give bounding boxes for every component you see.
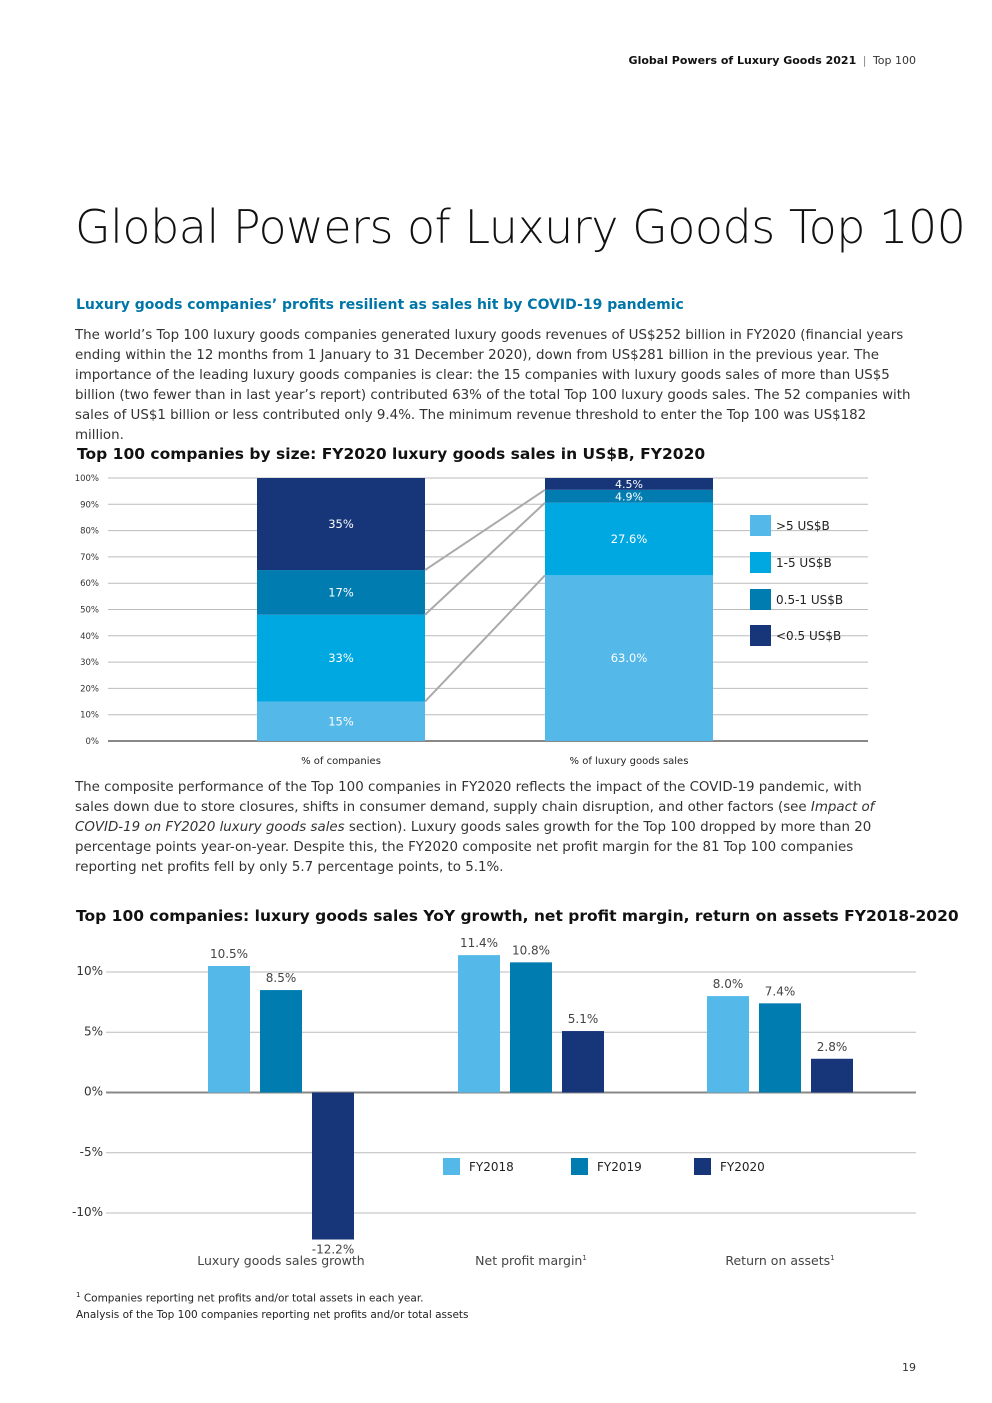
bar-segment — [257, 614, 425, 702]
x-category-label: % of luxury goods sales — [570, 756, 689, 767]
intro-paragraph: The world’s Top 100 luxury goods compani… — [75, 328, 911, 443]
data-label: 10.8% — [512, 943, 550, 957]
legend-swatch — [750, 625, 771, 646]
bar — [260, 990, 302, 1093]
y-tick-label: 30% — [80, 658, 99, 668]
y-tick-label: 70% — [80, 553, 99, 563]
paragraph2-part1: The composite performance of the Top 100… — [75, 780, 862, 815]
bar-segment — [257, 701, 425, 741]
data-label: 8.5% — [266, 971, 297, 985]
y-tick-label: -5% — [80, 1145, 103, 1159]
data-label: 8.0% — [713, 977, 744, 991]
data-label: -12.2% — [312, 1243, 354, 1257]
y-tick-label: 10% — [76, 964, 103, 978]
legend-swatch — [694, 1158, 711, 1175]
legend-label: FY2020 — [720, 1160, 765, 1174]
legend-label: FY2019 — [597, 1160, 642, 1174]
bar — [811, 1058, 853, 1093]
data-label: 17% — [328, 585, 354, 599]
bar — [458, 955, 500, 1093]
data-label: 35% — [328, 517, 354, 531]
bar — [312, 1092, 354, 1240]
bar-segment — [545, 478, 713, 490]
y-tick-label: 0% — [86, 737, 100, 747]
y-tick-label: 100% — [75, 474, 99, 484]
y-tick-label: 80% — [80, 527, 99, 537]
y-tick-label: -10% — [72, 1205, 103, 1219]
data-label: 7.4% — [765, 984, 796, 998]
superscript-marker: 1 — [830, 1254, 834, 1262]
legend-swatch — [571, 1158, 588, 1175]
x-category-label: Luxury goods sales growth — [197, 1253, 364, 1268]
legend-label: <0.5 US$B — [776, 629, 841, 643]
data-label: 33% — [328, 651, 354, 665]
bar-segment — [545, 575, 713, 741]
y-tick-label: 50% — [80, 606, 99, 616]
stacked-bar-chart: 0% 10% 20% 30% 40% 50% 60% 70% 80% 90% 100% 15% 33% 1… — [75, 474, 868, 767]
paragraph2-italic-reference: Impact of COVID-19 on FY2020 luxury good… — [75, 800, 875, 835]
data-label: 63.0% — [611, 651, 648, 665]
legend-swatch — [750, 515, 771, 536]
data-label: 11.4% — [460, 936, 498, 950]
chart1-title: Top 100 companies by size: FY2020 luxury… — [77, 445, 706, 463]
legend-label: 1-5 US$B — [776, 556, 832, 570]
connector-line — [424, 501, 546, 616]
header-separator: | — [862, 54, 867, 67]
y-tick-label: 20% — [80, 684, 99, 694]
legend-label: 0.5-1 US$B — [776, 593, 843, 607]
bar — [510, 962, 552, 1093]
data-label: 4.5% — [615, 478, 643, 491]
data-label: 4.9% — [615, 490, 643, 503]
footnote-marker: 1 — [76, 1291, 81, 1299]
legend-swatch — [750, 589, 771, 610]
footnote: 1 Companies reporting net profits and/or… — [76, 1287, 469, 1323]
data-label: 2.8% — [817, 1040, 848, 1054]
y-tick-label: 0% — [84, 1085, 103, 1099]
page-number: 19 — [902, 1361, 916, 1374]
y-tick-label: 90% — [80, 500, 99, 510]
header-section: Top 100 — [872, 54, 916, 67]
legend-swatch — [750, 552, 771, 573]
data-label: 27.6% — [611, 532, 648, 546]
legend-label: >5 US$B — [776, 519, 830, 533]
connector-line — [424, 574, 546, 703]
bar-segment — [545, 489, 713, 503]
x-category-label: Return on assets1 — [725, 1253, 834, 1268]
legend-label: FY2018 — [469, 1160, 514, 1174]
y-tick-label: 5% — [84, 1024, 103, 1038]
data-label: 10.5% — [210, 947, 248, 961]
bar — [562, 1031, 604, 1093]
y-tick-label: 40% — [80, 632, 99, 642]
footnote-line2: Analysis of the Top 100 companies report… — [76, 1308, 469, 1321]
superscript-marker: 1 — [582, 1254, 586, 1262]
bar-segment — [545, 502, 713, 576]
running-header: Global Powers of Luxury Goods 2021 | Top… — [629, 54, 916, 67]
grouped-bar-chart: -10% -5% 0% 5% 10% 10.5% 8.5% -12.2%Luxury good… — [72, 936, 916, 1268]
legend-swatch — [443, 1158, 460, 1175]
bar-segment — [257, 570, 425, 615]
data-label: 15% — [328, 714, 354, 728]
report-name: Global Powers of Luxury Goods 2021 — [628, 54, 857, 67]
x-category-label: Net profit margin1 — [475, 1253, 587, 1268]
page-title: Global Powers of Luxury Goods Top 100 — [75, 200, 966, 254]
data-label: 5.1% — [568, 1012, 599, 1026]
composite-performance-paragraph: The composite performance of the Top 100… — [75, 778, 875, 878]
bar — [759, 1003, 801, 1093]
footnote-line1: 1 Companies reporting net profits and/or… — [76, 1291, 424, 1305]
bar — [707, 996, 749, 1093]
chart2-title: Top 100 companies: luxury goods sales Yo… — [76, 907, 959, 925]
y-tick-label: 10% — [80, 711, 99, 721]
connector-line — [424, 489, 546, 571]
y-tick-label: 60% — [80, 579, 99, 589]
x-category-label: % of companies — [301, 756, 381, 767]
paragraph2-part2: section). Luxury goods sales growth for … — [75, 820, 872, 875]
section-heading: Luxury goods companies’ profits resilien… — [76, 297, 684, 313]
bar-segment — [257, 478, 425, 571]
bar — [208, 965, 250, 1093]
